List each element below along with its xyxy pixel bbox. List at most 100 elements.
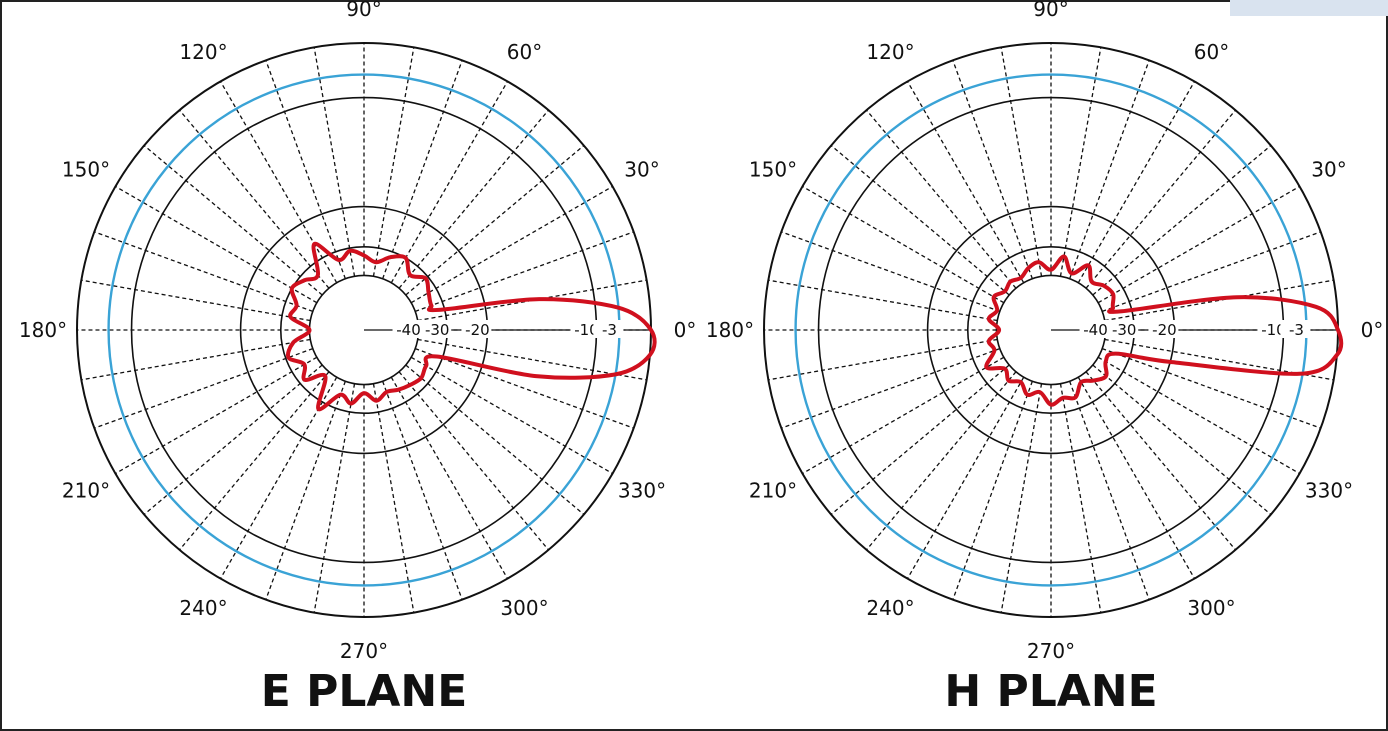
h-plane-radial-tick: -40 (1083, 321, 1108, 339)
e-plane-spoke (405, 145, 585, 296)
e-plane-radial-tick-bg (570, 320, 601, 338)
e-plane-angle-tick: 300° (500, 596, 548, 620)
h-plane-spoke (830, 364, 1010, 515)
h-plane-angle-tick: 150° (749, 158, 797, 182)
e-plane-title: E PLANE (261, 666, 468, 717)
h-plane-spoke (781, 348, 1000, 429)
e-plane-spoke (94, 348, 313, 429)
h-plane-spoke (952, 60, 1033, 279)
h-plane-spoke (1092, 364, 1272, 515)
e-plane-radial-tick-bg (593, 320, 624, 338)
e-plane-spoke (313, 47, 356, 277)
h-plane-spoke (906, 376, 1025, 579)
e-plane-spoke (417, 338, 647, 381)
e-plane-spoke (313, 383, 356, 613)
e-plane-radial-tick: -40 (396, 321, 421, 339)
e-plane-angle-tick: 240° (179, 596, 227, 620)
e-plane-angle-tick: 330° (618, 479, 666, 503)
e-plane-angle-tick: 270° (340, 639, 388, 663)
h-plane-angle-tick: 30° (1311, 158, 1346, 182)
h-plane-spoke (1059, 47, 1102, 277)
h-plane-spoke (1097, 185, 1300, 304)
h-plane-angle-tick: 210° (749, 479, 797, 503)
e-plane-spoke (415, 348, 634, 429)
e-plane-spoke (265, 381, 346, 600)
h-plane-chart: 0° 30° 60° 90° 120° 150° 180° 210° 240° 270° 300° 3… (706, 0, 1383, 663)
e-plane-spoke (115, 185, 318, 304)
h-plane-angle-tick: 330° (1305, 479, 1353, 503)
h-plane-spoke (1059, 383, 1102, 613)
e-plane-radial-tick: -30 (425, 321, 450, 339)
e-plane-pattern-line-0 (285, 241, 657, 412)
h-plane-angle-tick: 300° (1187, 596, 1235, 620)
e-plane-spoke (390, 376, 509, 579)
e-plane-spoke (115, 356, 318, 475)
h-plane-radial-tick: -10 (1261, 321, 1286, 339)
h-plane-pattern-line-0 (984, 254, 1344, 407)
e-plane-spoke (405, 364, 585, 515)
e-plane-spoke (179, 371, 330, 551)
h-plane-spoke (952, 381, 1033, 600)
h-plane-spoke (1000, 383, 1043, 613)
h-plane-spoke (866, 371, 1017, 551)
h-plane-radial-tick-bg (1079, 320, 1110, 338)
e-plane-radial-tick-bg (392, 320, 423, 338)
h-plane-angle-tick: 180° (706, 318, 754, 342)
h-plane-title: H PLANE (944, 666, 1157, 717)
e-plane-spoke (382, 60, 463, 279)
corner-tab (1230, 0, 1388, 16)
e-plane-angle-tick: 30° (624, 158, 659, 182)
h-plane-spoke (1085, 371, 1236, 551)
h-plane-radial-tick-bg (1280, 320, 1311, 338)
h-plane-angle-tick: 240° (866, 596, 914, 620)
e-plane-spoke (390, 81, 509, 284)
e-plane-angle-tick: 180° (19, 318, 67, 342)
e-plane-angle-tick: 60° (507, 40, 542, 64)
e-plane-spoke (143, 145, 323, 296)
e-plane-spoke (94, 231, 313, 312)
e-plane-spoke (219, 81, 338, 284)
e-plane-spoke (81, 279, 311, 322)
h-plane-spoke (781, 231, 1000, 312)
e-plane-radial-tick: -3 (602, 321, 617, 339)
e-plane-spoke (372, 383, 415, 613)
e-plane-spoke (265, 60, 346, 279)
h-plane-spoke (830, 145, 1010, 296)
h-plane-radial-tick: -20 (1152, 321, 1177, 339)
h-plane-spoke (1102, 231, 1321, 312)
e-plane-spoke (143, 364, 323, 515)
e-plane-spoke (398, 109, 549, 289)
h-plane-spoke (802, 185, 1005, 304)
e-plane-spoke (382, 381, 463, 600)
e-plane-spoke (179, 109, 330, 289)
h-plane-spoke (768, 338, 998, 381)
e-plane-spoke (398, 371, 549, 551)
h-plane-spoke (802, 356, 1005, 475)
h-plane-spoke (1097, 356, 1300, 475)
e-plane-spoke (417, 279, 647, 322)
e-plane-angle-tick: 120° (179, 40, 227, 64)
e-plane-angle-tick: 210° (62, 479, 110, 503)
h-plane-spoke (1102, 348, 1321, 429)
h-plane-angle-tick: 0° (1361, 318, 1384, 342)
h-plane-spoke (906, 81, 1025, 284)
e-plane-spoke (372, 47, 415, 277)
e-plane-angle-tick: 90° (346, 0, 381, 21)
e-plane-spoke (81, 338, 311, 381)
h-plane-radial-tick-bg (1148, 320, 1179, 338)
e-plane-angle-tick: 0° (674, 318, 697, 342)
e-plane-radial-tick: -10 (574, 321, 599, 339)
h-plane-radial-tick-bg (1257, 320, 1288, 338)
h-plane-spoke (1104, 338, 1334, 381)
e-plane-angle-tick: 150° (62, 158, 110, 182)
h-plane-radial-tick: -30 (1112, 321, 1137, 339)
h-plane-spoke (1104, 279, 1334, 322)
h-plane-radial-tick: -3 (1289, 321, 1304, 339)
e-plane-radial-tick-bg (461, 320, 492, 338)
e-plane-chart: 0° 30° 60° 90° 120° 150° 180° 210° 240° 270° 300° 3… (19, 0, 696, 663)
h-plane-spoke (1069, 381, 1150, 600)
h-plane-spoke (1092, 145, 1272, 296)
h-plane-spoke (1000, 47, 1043, 277)
